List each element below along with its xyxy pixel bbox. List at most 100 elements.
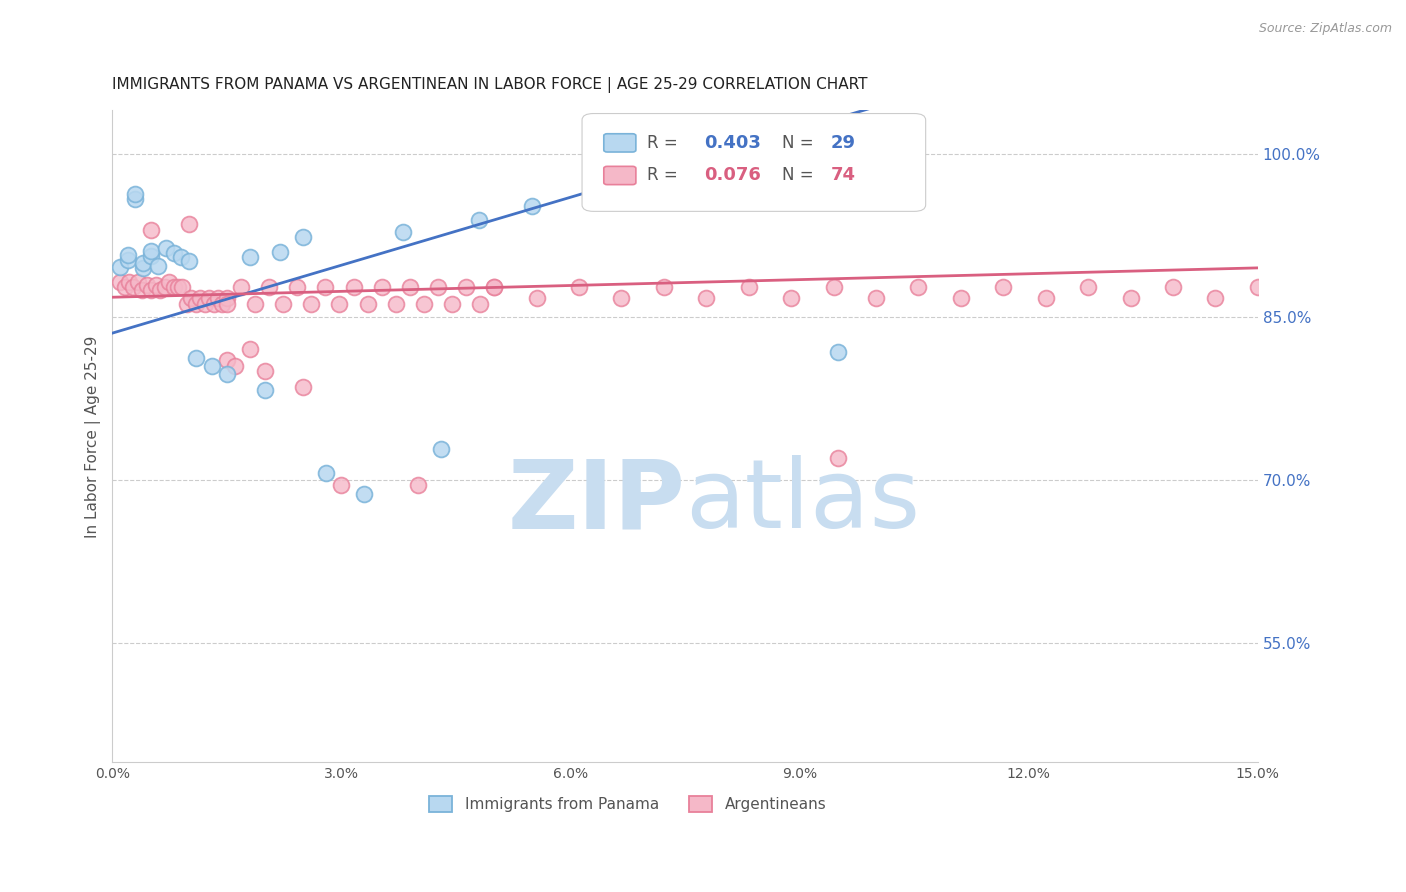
Point: [254, 364, 277, 378]
Point: [132, 256, 155, 270]
Point: [139, 244, 162, 258]
Point: [257, 280, 280, 294]
Text: 0.076: 0.076: [704, 167, 762, 185]
Point: [108, 275, 131, 289]
Point: [522, 199, 544, 213]
Point: [141, 283, 163, 297]
Point: [239, 250, 262, 264]
Point: [198, 291, 221, 305]
Point: [162, 245, 184, 260]
Point: [122, 280, 145, 294]
Point: [907, 280, 929, 294]
Text: ZIP: ZIP: [508, 455, 685, 548]
Point: [127, 275, 149, 289]
Text: atlas: atlas: [685, 455, 921, 548]
Text: 0.403: 0.403: [704, 134, 762, 152]
Point: [865, 291, 887, 305]
Point: [145, 278, 167, 293]
Point: [114, 280, 136, 294]
Text: 29: 29: [831, 134, 856, 152]
Point: [314, 280, 336, 294]
Y-axis label: In Labor Force | Age 25-29: In Labor Force | Age 25-29: [86, 335, 101, 538]
Point: [440, 297, 463, 311]
Point: [412, 297, 434, 311]
Text: 74: 74: [831, 167, 856, 185]
Point: [170, 250, 193, 264]
Point: [738, 280, 761, 294]
Point: [239, 343, 262, 357]
Point: [108, 260, 131, 274]
Point: [406, 478, 429, 492]
Point: [330, 478, 353, 492]
Point: [177, 218, 200, 232]
Point: [180, 291, 202, 305]
Point: [328, 297, 350, 311]
Point: [292, 380, 315, 394]
Point: [155, 241, 177, 255]
Point: [229, 280, 252, 294]
Point: [1077, 280, 1099, 294]
Point: [384, 297, 406, 311]
Point: [949, 291, 972, 305]
Point: [177, 254, 200, 268]
Point: [1035, 291, 1057, 305]
Point: [118, 275, 141, 289]
Point: [468, 212, 491, 227]
Point: [271, 297, 294, 311]
Point: [426, 280, 449, 294]
Point: [157, 275, 180, 289]
Point: [993, 280, 1015, 294]
Point: [484, 280, 506, 294]
Point: [148, 259, 170, 273]
Point: [215, 353, 238, 368]
Point: [188, 291, 211, 305]
Point: [299, 297, 322, 311]
Point: [1247, 280, 1270, 294]
Point: [149, 283, 172, 297]
Point: [131, 283, 153, 297]
Point: [201, 359, 224, 373]
Point: [215, 297, 238, 311]
Point: [124, 186, 146, 201]
Point: [124, 192, 146, 206]
Point: [202, 297, 225, 311]
Point: [356, 297, 378, 311]
Point: [135, 278, 157, 293]
Point: [153, 280, 176, 294]
Point: [470, 297, 492, 311]
Point: [139, 249, 162, 263]
Text: N =: N =: [783, 167, 820, 185]
Point: [823, 280, 845, 294]
Point: [224, 359, 246, 373]
Point: [695, 291, 717, 305]
Point: [172, 280, 194, 294]
Point: [167, 280, 190, 294]
Point: [176, 297, 198, 311]
Point: [269, 244, 291, 259]
Point: [454, 280, 477, 294]
Text: R =: R =: [647, 167, 683, 185]
Point: [243, 297, 266, 311]
Point: [610, 291, 633, 305]
Point: [254, 383, 277, 397]
Point: [117, 252, 139, 267]
Legend: Immigrants from Panama, Argentineans: Immigrants from Panama, Argentineans: [422, 789, 834, 820]
FancyBboxPatch shape: [603, 134, 636, 152]
Text: Source: ZipAtlas.com: Source: ZipAtlas.com: [1258, 22, 1392, 36]
Text: IMMIGRANTS FROM PANAMA VS ARGENTINEAN IN LABOR FORCE | AGE 25-29 CORRELATION CHA: IMMIGRANTS FROM PANAMA VS ARGENTINEAN IN…: [112, 78, 868, 94]
Point: [652, 280, 675, 294]
Point: [780, 291, 803, 305]
Point: [215, 368, 238, 382]
Point: [184, 297, 207, 311]
Point: [292, 230, 315, 244]
Point: [207, 291, 229, 305]
Text: R =: R =: [647, 134, 683, 152]
Point: [827, 345, 849, 359]
Point: [132, 261, 155, 276]
FancyBboxPatch shape: [603, 167, 636, 185]
Point: [117, 247, 139, 261]
Point: [568, 280, 591, 294]
FancyBboxPatch shape: [582, 113, 925, 211]
Point: [526, 291, 548, 305]
Point: [353, 486, 375, 500]
